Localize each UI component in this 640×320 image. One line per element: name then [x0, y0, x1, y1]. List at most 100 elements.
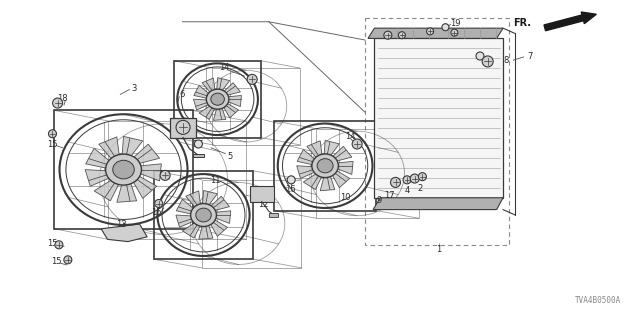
Text: 15: 15	[151, 208, 161, 217]
Circle shape	[287, 176, 295, 184]
Text: 15: 15	[51, 257, 61, 266]
Polygon shape	[303, 173, 322, 189]
Circle shape	[247, 74, 257, 84]
Text: 7: 7	[527, 52, 532, 60]
Polygon shape	[337, 161, 353, 174]
Polygon shape	[210, 220, 227, 236]
Text: 10: 10	[340, 193, 351, 202]
Circle shape	[352, 139, 362, 149]
Ellipse shape	[196, 208, 211, 222]
Polygon shape	[217, 78, 230, 91]
Text: 16: 16	[192, 140, 202, 149]
Polygon shape	[176, 215, 194, 227]
Circle shape	[64, 256, 72, 264]
Polygon shape	[202, 190, 218, 206]
Text: 14: 14	[346, 132, 356, 141]
Ellipse shape	[106, 154, 141, 185]
Polygon shape	[269, 213, 278, 217]
Polygon shape	[139, 164, 161, 181]
Polygon shape	[132, 175, 157, 198]
Polygon shape	[176, 199, 194, 214]
Ellipse shape	[317, 159, 333, 173]
Polygon shape	[374, 38, 503, 198]
Circle shape	[155, 200, 163, 208]
Polygon shape	[250, 186, 274, 202]
Text: 5: 5	[228, 152, 233, 161]
Polygon shape	[182, 222, 200, 238]
Polygon shape	[223, 83, 241, 95]
Polygon shape	[86, 148, 110, 168]
Text: 14: 14	[219, 63, 229, 72]
Circle shape	[55, 241, 63, 249]
Polygon shape	[117, 182, 137, 202]
Polygon shape	[194, 85, 209, 99]
Text: 4: 4	[404, 186, 410, 195]
Circle shape	[482, 56, 493, 67]
Polygon shape	[320, 175, 335, 191]
Text: 19: 19	[451, 19, 461, 28]
Polygon shape	[297, 166, 316, 179]
Polygon shape	[122, 136, 143, 157]
Polygon shape	[85, 170, 110, 186]
Text: FR.: FR.	[513, 18, 531, 28]
Polygon shape	[297, 149, 316, 165]
Ellipse shape	[211, 93, 225, 105]
Polygon shape	[94, 180, 119, 201]
Text: 18: 18	[58, 94, 68, 103]
Circle shape	[476, 52, 484, 60]
Ellipse shape	[312, 154, 339, 178]
Circle shape	[176, 120, 190, 134]
Text: TVA4B0500A: TVA4B0500A	[575, 296, 621, 305]
Text: 8: 8	[503, 56, 508, 65]
Polygon shape	[193, 154, 204, 157]
Polygon shape	[332, 146, 352, 161]
Text: 9: 9	[376, 196, 381, 205]
Circle shape	[390, 177, 401, 188]
Text: 2: 2	[418, 184, 423, 193]
Polygon shape	[373, 198, 503, 210]
Text: 13: 13	[116, 220, 127, 228]
Ellipse shape	[113, 160, 134, 179]
Text: 3: 3	[132, 84, 137, 92]
Circle shape	[384, 31, 392, 39]
Text: 1: 1	[436, 245, 442, 254]
Polygon shape	[307, 141, 322, 158]
Polygon shape	[198, 224, 213, 239]
Text: 15: 15	[47, 239, 58, 248]
Text: 17: 17	[384, 191, 394, 200]
Polygon shape	[186, 191, 200, 208]
Polygon shape	[210, 196, 230, 211]
Polygon shape	[332, 170, 349, 188]
Bar	[365, 18, 509, 245]
Text: 16: 16	[285, 185, 296, 194]
Polygon shape	[213, 108, 226, 120]
Circle shape	[442, 24, 449, 31]
Circle shape	[403, 176, 411, 184]
Circle shape	[419, 173, 426, 181]
Circle shape	[410, 174, 419, 183]
Polygon shape	[132, 144, 159, 164]
Polygon shape	[193, 99, 209, 110]
Polygon shape	[223, 103, 239, 118]
Polygon shape	[202, 78, 215, 93]
Text: 18: 18	[159, 170, 169, 179]
Circle shape	[451, 29, 458, 36]
Ellipse shape	[191, 204, 216, 227]
Polygon shape	[324, 140, 339, 156]
Text: 12: 12	[259, 200, 269, 209]
Circle shape	[427, 28, 433, 35]
Polygon shape	[199, 106, 215, 119]
Polygon shape	[215, 211, 231, 223]
Text: 11: 11	[210, 176, 220, 185]
Circle shape	[49, 130, 56, 138]
Text: 15: 15	[47, 140, 58, 149]
Ellipse shape	[206, 89, 229, 109]
Circle shape	[52, 98, 63, 108]
Polygon shape	[99, 137, 119, 160]
Circle shape	[399, 32, 405, 39]
Polygon shape	[368, 28, 503, 38]
Polygon shape	[227, 95, 241, 107]
Text: 6: 6	[179, 90, 184, 99]
Circle shape	[160, 170, 170, 180]
FancyArrow shape	[544, 12, 596, 31]
